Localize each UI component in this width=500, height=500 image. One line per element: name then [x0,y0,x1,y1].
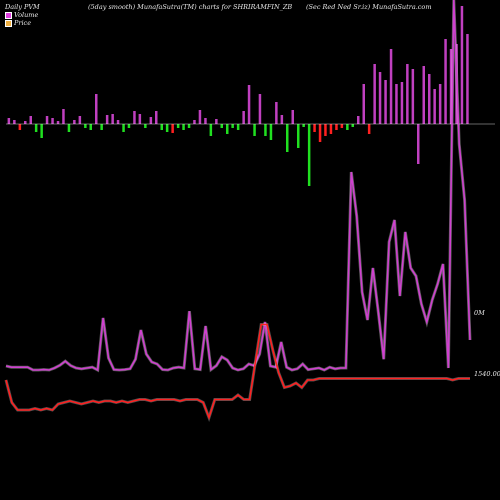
legend-price: Price [5,19,31,27]
volume-bar [95,94,98,124]
volume-bar [204,118,207,124]
volume-bar [428,74,431,124]
volume-bar [460,6,464,124]
volume-bar [280,115,284,124]
volume-bar [226,124,229,134]
legend-volume: Volume [5,11,38,19]
volume-line-glow [5,0,472,373]
volume-bar [149,117,153,124]
volume-bar [357,116,360,124]
volume-bar [438,84,442,124]
volume-bar [193,120,196,124]
volume-line [5,0,471,372]
volume-bar [362,84,365,124]
volume-bar [100,124,103,130]
volume-bar [269,124,273,140]
chart-title: (5day smooth) MunafaSutra(TM) charts for… [88,3,293,11]
site-credit: (Sec Red Ned Sr.iz) MunafaSutra.com [306,3,432,11]
volume-bar [384,80,387,124]
volume-bar [417,124,420,164]
volume-bar [406,64,409,124]
volume-bar [45,116,49,124]
volume-bar [62,109,65,124]
volume-bar [89,124,92,130]
volume-bar [422,66,425,124]
volume-bar [307,124,311,186]
legend-price-label: Price [14,19,32,27]
price-axis-label: 1540.00 [474,370,500,378]
volume-bar [73,120,76,124]
volume-bar [313,124,316,132]
volume-bar [389,49,393,124]
volume-bar [182,124,185,130]
volume-swatch-icon [5,11,12,19]
volume-bar [378,72,382,124]
volume-bar [329,124,333,134]
volume-bar [351,124,354,127]
volume-bar [24,121,27,124]
volume-bar [302,124,305,127]
chart-label: Daily PVM [5,3,40,11]
volume-bar [160,124,163,130]
volume-bar [7,118,11,124]
volume-bar [242,111,245,124]
volume-bar [231,124,234,128]
volume-bar [236,124,240,130]
volume-bar [291,110,294,124]
volume-bar [335,124,338,130]
volume-bar [111,114,114,124]
volume-bar [286,124,289,152]
volume-bar [449,49,453,124]
volume-bar [84,124,87,128]
volume-bar [400,82,404,124]
volume-bar [215,119,218,124]
volume-bar [105,115,109,124]
volume-bar [155,111,158,124]
volume-bar [367,124,371,134]
volume-bar [133,111,136,124]
volume-bar [340,124,344,128]
volume-bar [297,124,300,148]
volume-bar [247,85,251,124]
volume-bar [13,120,16,124]
legend-volume-label: Volume [14,11,39,19]
volume-bar [138,114,142,124]
volume-bar [165,124,169,132]
volume-bar [324,124,327,136]
volume-bar [176,124,180,128]
volume-bar [198,110,202,124]
volume-axis-label: 0M [474,309,485,317]
volume-bar [264,124,267,136]
volume-bar [187,124,191,128]
volume-bar [40,124,43,138]
volume-bar [373,64,376,124]
volume-bar [122,124,125,132]
volume-bar [127,124,131,128]
volume-bar [209,124,213,136]
price-swatch-icon [5,19,12,27]
volume-bar [34,124,38,132]
price-line [5,323,470,420]
volume-bar [258,94,262,124]
volume-bar [78,116,82,124]
volume-bar [56,121,60,124]
volume-bar [346,124,349,130]
volume-bar [18,124,22,130]
volume-bar [318,124,322,142]
volume-bar [275,102,278,124]
volume-bar [411,69,415,124]
volume-bar [395,84,398,124]
volume-bar [144,124,147,128]
volume-bar [67,124,71,132]
volume-bar [171,124,174,133]
volume-bar [466,34,469,124]
volume-bar [433,89,436,124]
volume-bar [116,120,120,124]
volume-bar [253,124,256,136]
volume-bar [444,39,447,124]
volume-bar [51,118,54,124]
volume-bar [29,116,32,124]
volume-bar [220,124,223,128]
